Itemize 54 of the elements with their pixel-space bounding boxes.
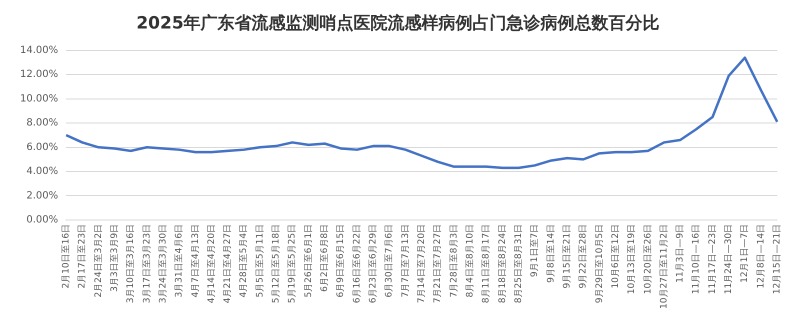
x-tick-label: 6月30日至7月6日 — [384, 224, 395, 298]
x-tick-label: 5月12日至5月18日 — [272, 224, 282, 304]
x-tick-label: 7月14日至7月20日 — [417, 224, 428, 304]
chart-title: 2025年广东省流感监测哨点医院流感样病例占门急诊病例总数百分比 — [136, 14, 660, 34]
x-tick-label: 2月10日至16日 — [61, 224, 72, 289]
x-tick-label: 10月27日至11月2日 — [659, 224, 670, 310]
x-tick-label: 9月29日至10月5日 — [594, 224, 605, 304]
x-tick-label: 12月15日—21日 — [772, 224, 783, 294]
y-tick-label: 6.00% — [26, 142, 58, 153]
x-tick-label: 3月17日至3月23日 — [142, 224, 152, 304]
x-tick-label: 3月31日至4月6日 — [174, 224, 185, 298]
x-tick-label: 4月7日至4月13日 — [190, 224, 201, 298]
x-tick-label: 5月19日至5月25日 — [288, 224, 298, 304]
y-tick-label: 2.00% — [26, 190, 58, 202]
x-tick-label: 9月8日至14日 — [546, 224, 556, 283]
x-tick-label: 6月9日至6月15日 — [336, 224, 346, 298]
x-tick-label: 9月15日至21日 — [562, 224, 572, 289]
x-tick-label: 3月3日至3月9日 — [110, 224, 120, 292]
x-tick-label: 11月24日—30日 — [724, 224, 734, 294]
x-tick-label: 10月6日至12日 — [610, 224, 621, 289]
x-tick-label: 2月24日至3月2日 — [94, 224, 104, 298]
x-tick-label: 6月2日至6月8日 — [320, 224, 330, 292]
x-tick-label: 11月10日—16日 — [692, 224, 702, 294]
x-tick-label: 4月21日至4月27日 — [223, 224, 234, 304]
x-tick-label: 7月7日至7月13日 — [400, 224, 411, 298]
y-tick-label: 10.00% — [20, 93, 58, 104]
x-tick-label: 11月3日—9日 — [676, 224, 686, 283]
x-tick-label: 7月28日至8月3日 — [449, 224, 460, 298]
x-tick-label: 8月18日至8月24日 — [498, 224, 508, 304]
x-tick-label: 5月26日至6月1日 — [304, 224, 314, 298]
x-tick-label: 4月28日至5月4日 — [239, 224, 250, 298]
x-tick-label: 8月11日至8月17日 — [482, 224, 492, 304]
x-tick-label: 12月8日—14日 — [756, 224, 766, 289]
y-tick-label: 8.00% — [26, 118, 58, 129]
y-tick-label: 0.00% — [26, 214, 58, 226]
y-tick-label: 12.00% — [20, 69, 58, 80]
x-tick-label: 10月20日至26日 — [643, 224, 654, 294]
x-tick-label: 5月5日至5月11日 — [255, 224, 266, 298]
x-tick-label: 3月10日至3月16日 — [126, 224, 136, 304]
x-tick-label: 10月13日至19日 — [627, 224, 638, 294]
x-tick-label: 11月17日—23日 — [708, 224, 718, 294]
x-tick-label: 6月23日至6月29日 — [368, 224, 379, 304]
x-tick-label: 9月1日至7日 — [530, 224, 540, 278]
x-tick-label: 4月14日至4月20日 — [206, 224, 217, 304]
x-tick-label: 6月16日至6月22日 — [352, 224, 362, 304]
y-tick-label: 14.00% — [20, 44, 58, 56]
x-tick-label: 9月22日至28日 — [578, 224, 589, 289]
x-tick-label: 12月1日—7日 — [740, 224, 750, 283]
x-tick-label: 8月4日至8月10日 — [465, 224, 476, 298]
y-tick-label: 4.00% — [26, 166, 58, 178]
x-tick-label: 7月21日至7月27日 — [433, 224, 444, 304]
x-tick-label: 8月25日至8月31日 — [514, 224, 524, 304]
x-tick-label: 2月17日至23日 — [78, 224, 88, 289]
x-tick-label: 3月24日至3月30日 — [158, 224, 168, 304]
